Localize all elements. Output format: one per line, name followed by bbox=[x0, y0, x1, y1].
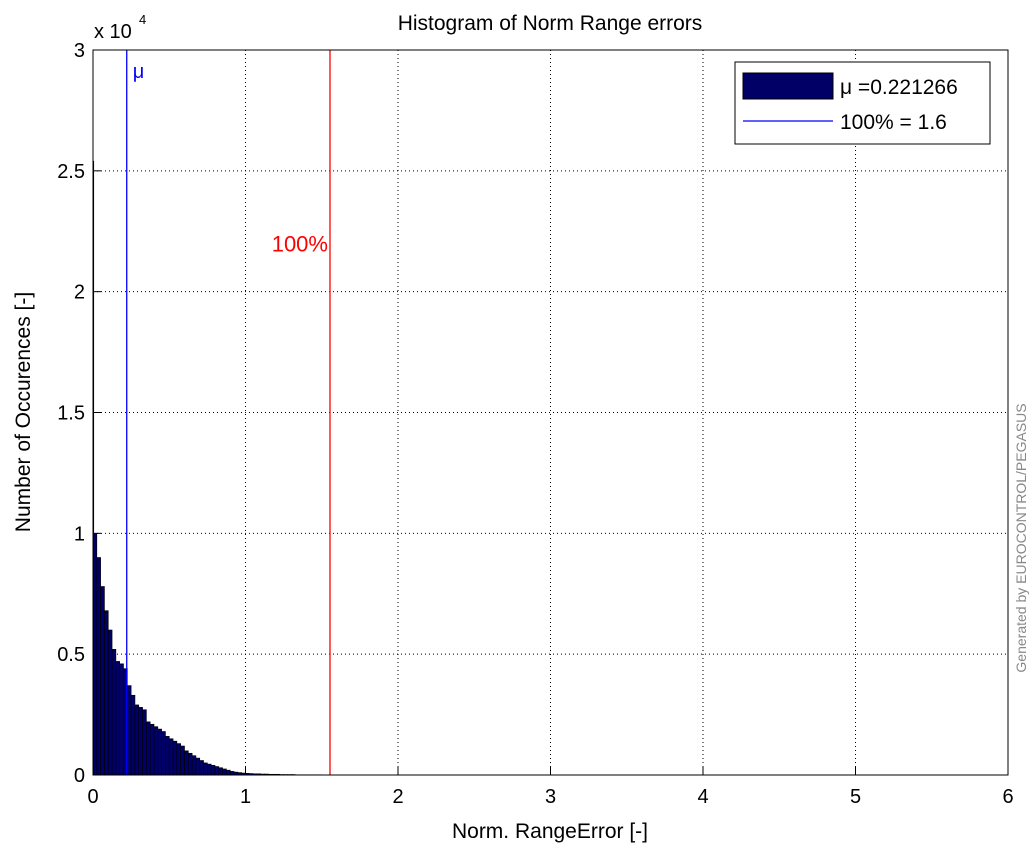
bar bbox=[210, 765, 216, 776]
y-tick-label: 3 bbox=[74, 40, 85, 62]
chart-title: Histogram of Norm Range errors bbox=[398, 12, 703, 35]
bar bbox=[229, 771, 235, 776]
bar bbox=[207, 763, 212, 776]
bar bbox=[93, 533, 98, 776]
bar bbox=[138, 707, 143, 776]
bar bbox=[161, 731, 166, 776]
bar bbox=[168, 738, 174, 776]
y-tick-label: 1 bbox=[74, 523, 85, 545]
x-tick-label: 0 bbox=[87, 786, 98, 808]
x-tick-label: 6 bbox=[1002, 786, 1013, 808]
bar bbox=[184, 750, 189, 776]
bar bbox=[176, 743, 181, 776]
bar bbox=[157, 728, 162, 776]
bar bbox=[195, 757, 201, 776]
bar bbox=[165, 736, 170, 776]
y-tick-label: 0.5 bbox=[57, 644, 85, 666]
bar bbox=[107, 629, 113, 776]
bar bbox=[127, 685, 132, 776]
bar bbox=[222, 768, 227, 776]
x-tick-label: 1 bbox=[240, 786, 251, 808]
bar bbox=[100, 586, 105, 776]
bar bbox=[180, 745, 185, 776]
bar bbox=[214, 766, 220, 776]
y-tick-label: 2.5 bbox=[57, 161, 85, 183]
bar bbox=[104, 610, 109, 776]
y-axis-label: Number of Occurences [-] bbox=[12, 292, 35, 532]
bar bbox=[199, 760, 204, 776]
bar bbox=[111, 649, 117, 776]
reference-label: 100% bbox=[272, 231, 328, 256]
x-tick-label: 2 bbox=[392, 786, 403, 808]
bar bbox=[172, 740, 178, 776]
y-multiplier: x 10 bbox=[94, 21, 132, 43]
legend-label: 100% = 1.6 bbox=[840, 111, 947, 134]
y-tick-label: 2 bbox=[74, 282, 85, 304]
x-axis-label: Norm. RangeError [-] bbox=[452, 820, 648, 843]
x-tick-label: 5 bbox=[850, 786, 861, 808]
bar bbox=[142, 709, 147, 776]
bar bbox=[191, 755, 197, 776]
bar bbox=[203, 762, 208, 776]
bar bbox=[115, 661, 120, 776]
legend-patch bbox=[742, 72, 834, 100]
axes-frame bbox=[92, 49, 1009, 776]
bar bbox=[130, 694, 136, 776]
bar bbox=[134, 704, 140, 776]
bar bbox=[96, 557, 101, 776]
bar bbox=[153, 726, 159, 776]
reference-label: μ bbox=[133, 61, 145, 83]
x-tick-label: 3 bbox=[545, 786, 556, 808]
bar bbox=[119, 663, 124, 776]
y-tick-label: 1.5 bbox=[57, 403, 85, 425]
bar bbox=[218, 767, 223, 776]
y-tick-label: 0 bbox=[74, 765, 85, 787]
bar bbox=[226, 769, 231, 776]
bar bbox=[149, 723, 155, 776]
watermark: Generated by EUROCONTROL/PEGASUS bbox=[1013, 403, 1029, 672]
bar bbox=[146, 721, 151, 776]
y-multiplier-exponent: 4 bbox=[139, 12, 146, 27]
bar bbox=[188, 752, 193, 776]
x-tick-label: 4 bbox=[697, 786, 708, 808]
legend-label: μ =0.221266 bbox=[840, 76, 958, 99]
